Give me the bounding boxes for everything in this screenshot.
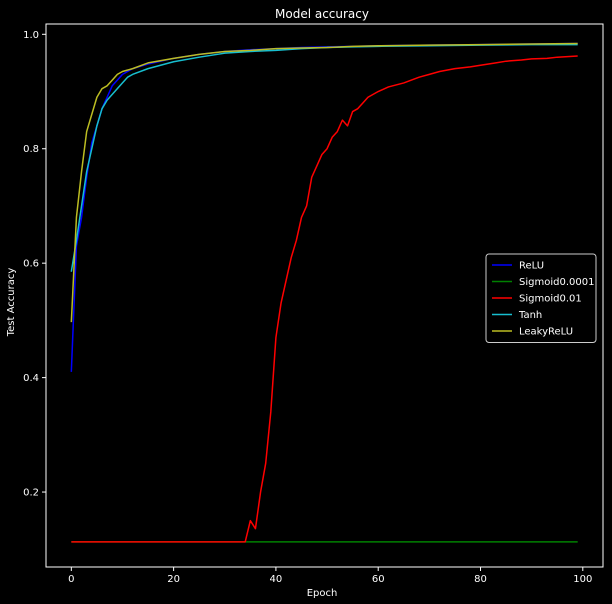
chart-title: Model accuracy bbox=[275, 7, 369, 21]
axis-ticks: 0 20 40 60 80 100 0.2 0.4 0.6 0.8 1.0 bbox=[23, 30, 592, 585]
x-tick-label: 60 bbox=[372, 574, 385, 585]
series-lines bbox=[70, 42, 578, 543]
x-axis-label: Epoch bbox=[307, 588, 338, 599]
y-tick-label: 0.6 bbox=[23, 259, 39, 270]
y-tick-label: 0.8 bbox=[23, 144, 39, 155]
y-tick-label: 0.4 bbox=[23, 373, 39, 384]
legend-label-tanh: Tanh bbox=[518, 310, 542, 321]
legend-label-sigmoid0-01: Sigmoid0.01 bbox=[519, 294, 582, 305]
legend-box bbox=[485, 253, 597, 343]
legend: ReLU Sigmoid0.0001 Sigmoid0.01 Tanh LeakyReL… bbox=[485, 253, 597, 343]
legend-label-sigmoid0-0001: Sigmoid0.0001 bbox=[519, 277, 594, 288]
series-line-sigmoid0-01 bbox=[71, 55, 578, 543]
x-tick-label: 40 bbox=[270, 574, 283, 585]
legend-label-leakyrelu: LeakyReLU bbox=[519, 327, 573, 338]
x-tick-label: 0 bbox=[68, 574, 74, 585]
x-tick-label: 100 bbox=[573, 574, 592, 585]
y-tick-label: 1.0 bbox=[23, 30, 39, 41]
plot-frame bbox=[45, 23, 604, 568]
legend-label-relu: ReLU bbox=[519, 261, 544, 272]
x-tick-label: 20 bbox=[167, 574, 180, 585]
y-axis-label: Test Accuracy bbox=[6, 268, 17, 338]
series-line-leakyrelu bbox=[70, 42, 578, 323]
y-tick-label: 0.2 bbox=[23, 488, 39, 499]
x-tick-label: 80 bbox=[474, 574, 487, 585]
